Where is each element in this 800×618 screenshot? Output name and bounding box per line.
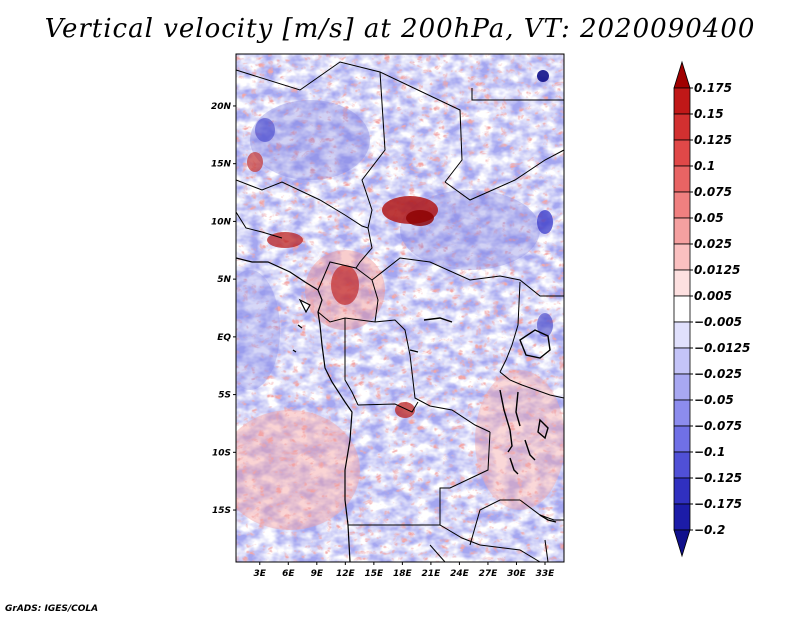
- lon-tick-label: 18E: [393, 569, 413, 579]
- lat-tick-label: 10S: [212, 448, 231, 458]
- lat-tick-label: 15N: [211, 160, 232, 170]
- colorbar-swatch: [673, 503, 691, 531]
- colorbar-label: 0.1: [694, 159, 715, 173]
- map-frame: [235, 53, 565, 563]
- colorbar-swatch: [673, 373, 691, 401]
- colorbar-label: 0.005: [694, 289, 732, 303]
- latitude-axis: 20N 15N 10N 5N EQ 5S 10S 15S: [211, 102, 236, 516]
- grads-credit: GrADS: IGES/COLA: [5, 604, 99, 614]
- colorbar-label: 0.025: [694, 237, 732, 251]
- colorbar-label: −0.2: [694, 523, 725, 537]
- chart-title: Vertical velocity [m/s] at 200hPa, VT: 2…: [44, 14, 756, 44]
- lon-tick-label: 27E: [479, 569, 499, 579]
- colorbar-swatch: [673, 451, 691, 479]
- colorbar-swatch: [673, 321, 691, 349]
- colorbar-swatch: [673, 399, 691, 427]
- colorbar-label: −0.075: [694, 419, 742, 433]
- colorbar-label: 0.0125: [694, 263, 740, 277]
- colorbar-label: 0.125: [694, 133, 732, 147]
- colorbar-swatch: [673, 425, 691, 453]
- lat-tick-label: 10N: [211, 217, 232, 227]
- lon-tick-label: 21E: [422, 569, 442, 579]
- velocity-field: [236, 54, 564, 562]
- colorbar-label: −0.005: [694, 315, 742, 329]
- lakes: [409, 317, 557, 523]
- lat-tick-label: 5S: [218, 391, 231, 401]
- colorbar-swatch: [673, 217, 691, 245]
- colorbar-swatch-top-arrow: [673, 60, 691, 89]
- lat-tick-label: 20N: [211, 102, 232, 112]
- colorbar-label: −0.0125: [694, 341, 750, 355]
- country-borders: [236, 61, 564, 562]
- colorbar-label: 0.175: [694, 81, 732, 95]
- colorbar-swatch: [673, 269, 691, 297]
- colorbar-swatch: [673, 477, 691, 505]
- colorbar-swatch: [673, 243, 691, 271]
- colorbar-swatch: [673, 165, 691, 193]
- lon-tick-label: 15E: [365, 569, 385, 579]
- colorbar: 0.175 0.15 0.125 0.1 0.075 0.05 0.025 0.0125 0.0…: [673, 60, 750, 558]
- colorbar-label: −0.125: [694, 471, 742, 485]
- colorbar-swatch: [673, 347, 691, 375]
- colorbar-label: −0.1: [694, 445, 725, 459]
- lon-tick-label: 33E: [536, 569, 556, 579]
- lat-tick-label: 5N: [217, 275, 231, 285]
- colorbar-swatch: [673, 295, 691, 323]
- lon-tick-label: 30E: [507, 569, 527, 579]
- longitude-axis: 3E 6E 9E 12E 15E 18E 21E 24E 27E 30E 33E: [254, 562, 556, 579]
- lon-tick-label: 24E: [450, 569, 470, 579]
- lon-tick-label: 6E: [282, 569, 295, 579]
- colorbar-swatch: [673, 87, 691, 115]
- lon-tick-label: 3E: [254, 569, 267, 579]
- coastline: [236, 257, 353, 562]
- lon-tick-label: 9E: [311, 569, 324, 579]
- colorbar-swatch: [673, 113, 691, 141]
- lat-tick-label: 15S: [212, 506, 231, 516]
- colorbar-label: 0.075: [694, 185, 732, 199]
- lon-tick-label: 12E: [336, 569, 356, 579]
- colorbar-swatch: [673, 191, 691, 219]
- colorbar-swatch: [673, 139, 691, 167]
- colorbar-label: 0.05: [694, 211, 724, 225]
- colorbar-label: −0.025: [694, 367, 742, 381]
- colorbar-swatch-bottom-arrow: [673, 529, 691, 558]
- colorbar-label: −0.05: [694, 393, 734, 407]
- colorbar-label: 0.15: [694, 107, 724, 121]
- lat-tick-label: EQ: [217, 333, 231, 343]
- colorbar-label: −0.175: [694, 497, 742, 511]
